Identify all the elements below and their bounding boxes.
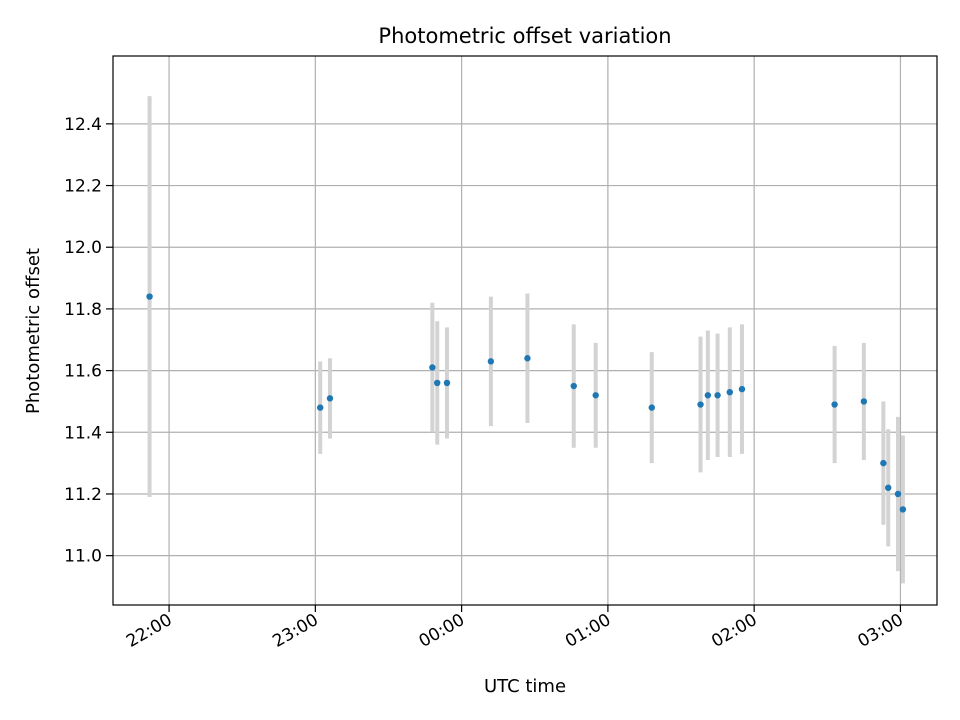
data-point [885, 484, 892, 491]
data-point [326, 395, 334, 402]
x-axis-label: UTC time [484, 676, 566, 697]
data-point [831, 401, 838, 408]
y-tick-label: 11.2 [64, 485, 102, 505]
data-point [726, 388, 733, 396]
grid [113, 56, 937, 605]
data-point [317, 404, 324, 411]
data-point [146, 293, 153, 300]
data-point [894, 490, 902, 498]
data-point [648, 404, 655, 411]
y-tick-label: 11.0 [64, 547, 102, 567]
y-tick-label: 11.4 [64, 423, 102, 443]
plot-frame [112, 55, 938, 606]
data-point [714, 392, 721, 399]
data-point [697, 401, 704, 408]
y-tick-label: 11.6 [64, 362, 102, 382]
data-point [738, 385, 746, 393]
data-point [434, 379, 441, 387]
y-axis-label: Photometric offset [23, 248, 44, 414]
y-axis-ticks: 11.0 11.2 11.4 11.6 11.8 12.0 12.2 12.4 [64, 115, 113, 567]
data-point [570, 382, 577, 390]
data-point [704, 392, 712, 399]
data-point [487, 358, 495, 365]
data-point [880, 459, 887, 467]
data-point [592, 392, 599, 399]
y-tick-label: 12.0 [64, 238, 102, 258]
chart-title: Photometric offset variation [378, 24, 671, 48]
data-points [146, 293, 907, 513]
data-point [860, 398, 868, 405]
data-point [899, 506, 907, 513]
y-tick-label: 11.8 [64, 300, 102, 320]
y-tick-label: 12.4 [64, 115, 102, 135]
data-point [429, 364, 436, 371]
data-point [443, 379, 451, 387]
y-tick-label: 12.2 [64, 177, 102, 197]
data-point [524, 355, 531, 362]
